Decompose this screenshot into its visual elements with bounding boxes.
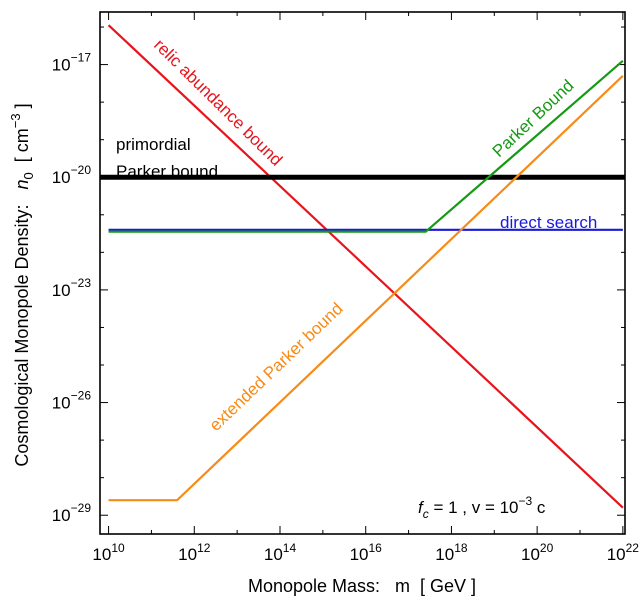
y-tick-label: 10−17 bbox=[52, 51, 92, 75]
x-tick-label: 1014 bbox=[264, 541, 297, 564]
y-axis-label: Cosmological Monopole Density: n0 [ cm−3… bbox=[8, 103, 36, 466]
x-tick-label: 1016 bbox=[350, 541, 383, 564]
annotation-condition: fc = 1 , v = 10−3 c bbox=[418, 494, 546, 521]
y-tick-label: 10−20 bbox=[52, 163, 92, 187]
series-label-direct-search: direct search bbox=[500, 213, 597, 232]
series-line-3 bbox=[108, 59, 624, 233]
series-line-0 bbox=[107, 24, 624, 509]
series-label-primordial-line2: Parker bound bbox=[116, 162, 218, 181]
x-tick-label: 1020 bbox=[521, 541, 554, 564]
x-tick-label: 1012 bbox=[178, 541, 211, 564]
x-tick-label: 1010 bbox=[92, 541, 125, 564]
series-line-4 bbox=[108, 75, 624, 502]
series-group bbox=[100, 24, 625, 509]
y-tick-label: 10−23 bbox=[52, 276, 92, 300]
series-label-primordial-line1: primordial bbox=[116, 135, 191, 154]
x-tick-label: 1018 bbox=[435, 541, 468, 564]
y-tick-label: 10−26 bbox=[52, 389, 92, 413]
y-tick-label: 10−29 bbox=[52, 501, 92, 525]
x-axis-label: Monopole Mass: m [ GeV ] bbox=[248, 576, 476, 596]
x-tick-label: 1022 bbox=[607, 541, 640, 564]
plot-frame bbox=[99, 11, 626, 535]
axis-ticks: 1010 1012 1014 1016 1018 1020 1022 10−29 10−26 10… bbox=[52, 12, 640, 564]
